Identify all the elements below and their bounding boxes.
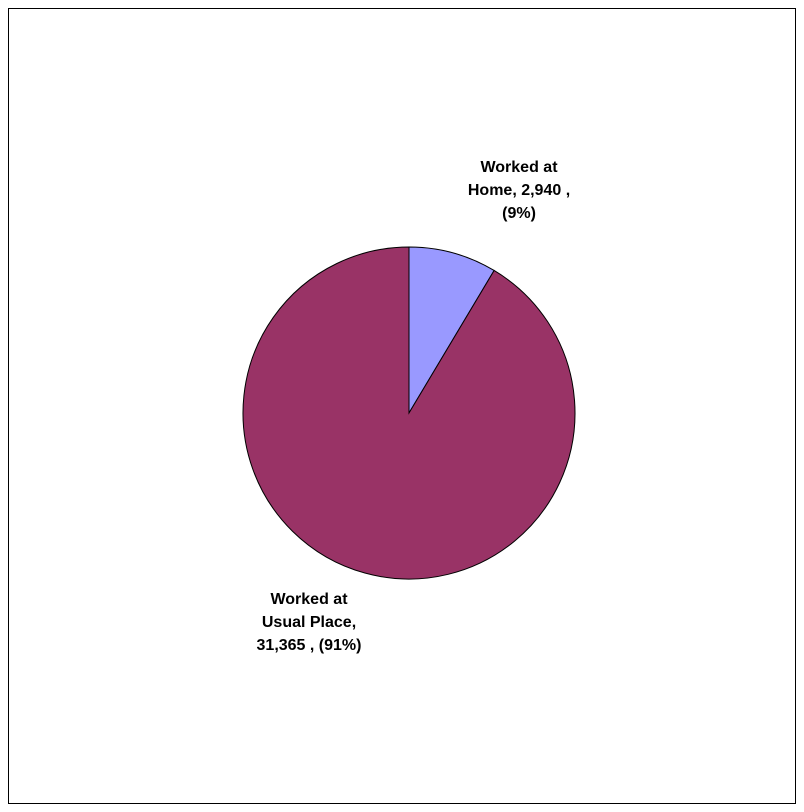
data-label-worked-at-usual-place: Worked at Usual Place, 31,365 , (91%): [257, 591, 362, 654]
data-label-line: (9%): [502, 205, 536, 222]
data-label-line: Worked at: [270, 591, 348, 608]
data-label-line: Home, 2,940 ,: [468, 182, 570, 199]
pie-slice-worked-at-usual-place: [242, 246, 576, 580]
pie-slice-worked-at-home: [408, 246, 495, 415]
data-label-line: Worked at: [480, 159, 558, 176]
data-label-line: Usual Place,: [262, 614, 356, 631]
data-label-worked-at-home: Worked at Home, 2,940 , (9%): [468, 159, 570, 222]
data-label-line: 31,365 , (91%): [257, 637, 362, 654]
